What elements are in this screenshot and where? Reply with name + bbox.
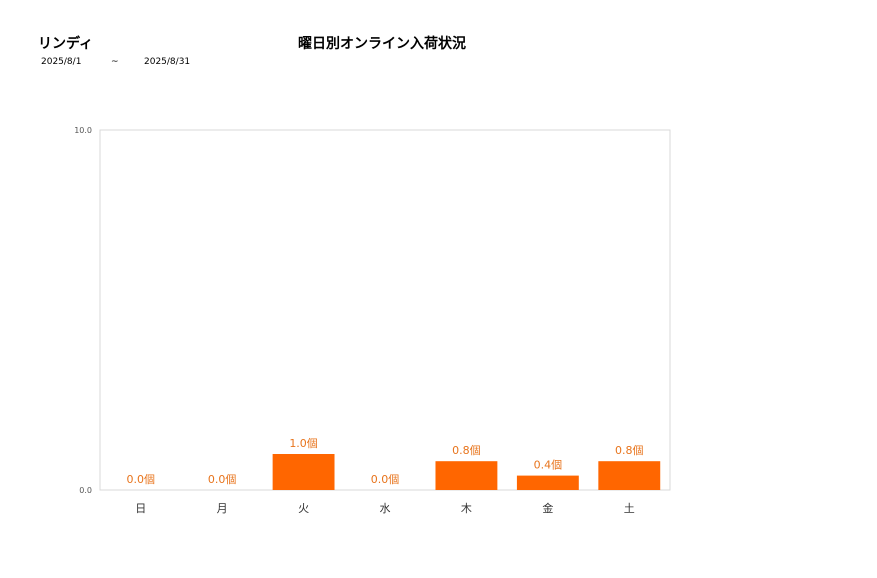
bar xyxy=(272,454,335,490)
plot-frame xyxy=(99,129,671,491)
chart-title: 曜日別オンライン入荷状況 xyxy=(298,36,466,52)
data-label: 1.0個 xyxy=(289,437,318,450)
date-separator: ~ xyxy=(111,57,119,67)
data-label: 0.8個 xyxy=(452,444,481,457)
date-from: 2025/8/1 xyxy=(41,57,82,67)
data-label: 0.0個 xyxy=(371,473,400,486)
data-label: 0.0個 xyxy=(126,473,155,486)
date-to: 2025/8/31 xyxy=(144,57,191,67)
y-tick-label: 10.0 xyxy=(74,126,92,135)
bar xyxy=(435,461,498,490)
x-tick-label: 木 xyxy=(461,502,472,515)
brand-name: リンディ xyxy=(38,36,94,52)
data-label: 0.4個 xyxy=(534,459,563,472)
x-tick-label: 火 xyxy=(298,502,309,515)
data-label: 0.0個 xyxy=(208,473,237,486)
bar xyxy=(598,461,661,490)
data-label: 0.8個 xyxy=(615,444,644,457)
x-tick-label: 水 xyxy=(380,502,391,515)
bar xyxy=(516,475,579,490)
x-tick-label: 日 xyxy=(135,502,146,515)
x-tick-label: 土 xyxy=(624,502,635,515)
x-tick-label: 金 xyxy=(542,501,553,515)
x-tick-label: 月 xyxy=(217,502,228,515)
y-tick-label: 0.0 xyxy=(79,486,92,495)
